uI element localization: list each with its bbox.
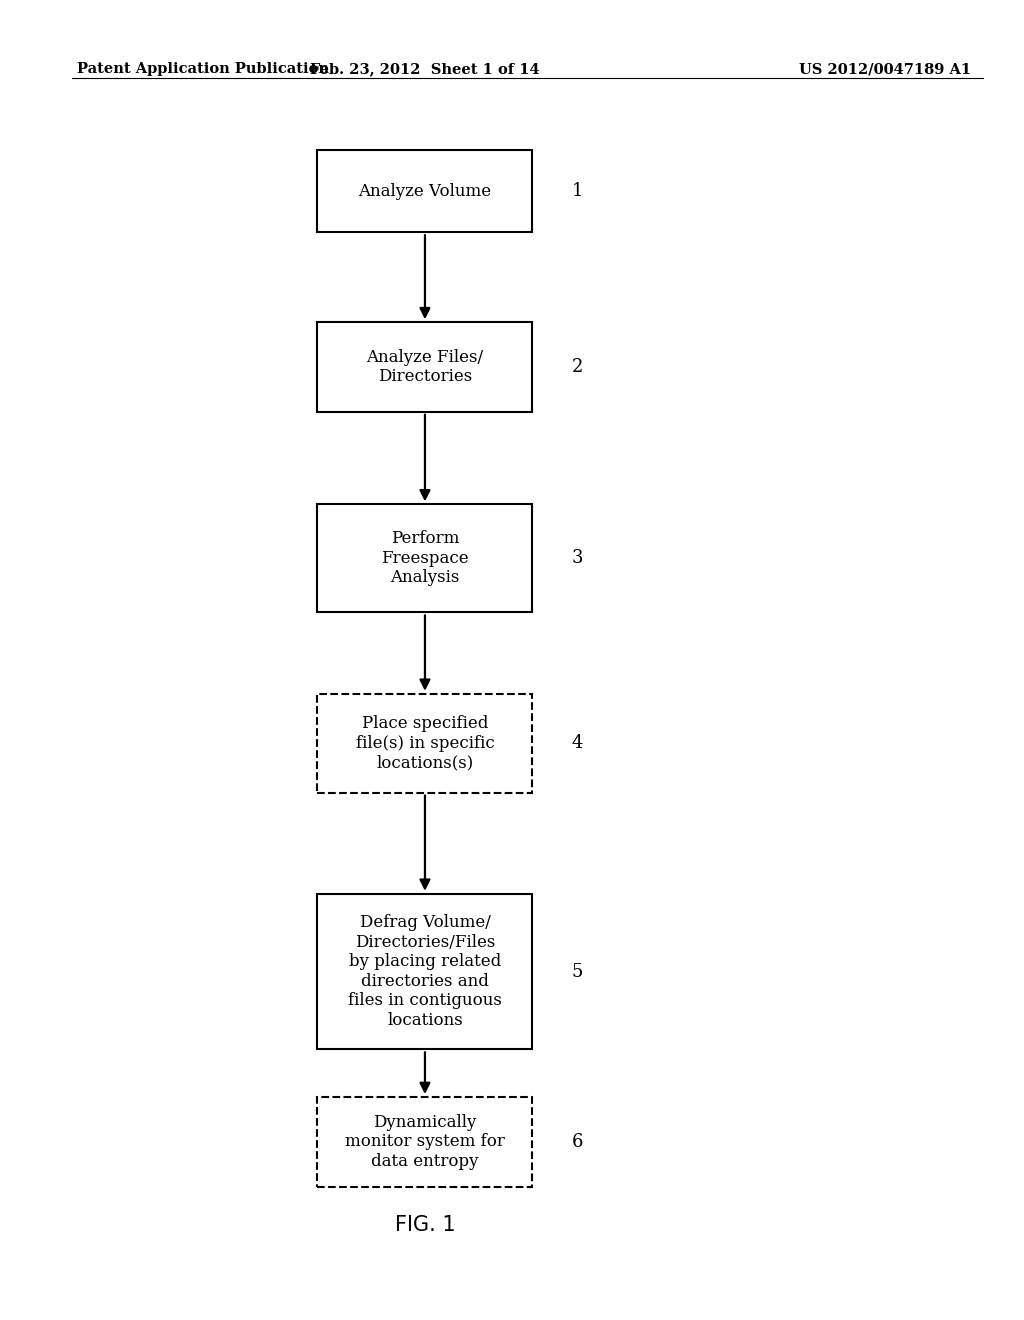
Text: Feb. 23, 2012  Sheet 1 of 14: Feb. 23, 2012 Sheet 1 of 14 (310, 62, 540, 77)
Text: Defrag Volume/
Directories/Files
by placing related
directories and
files in con: Defrag Volume/ Directories/Files by plac… (348, 913, 502, 1030)
Bar (317, 322, 532, 412)
Text: 2: 2 (571, 358, 583, 376)
Text: 1: 1 (571, 182, 583, 201)
Text: Analyze Files/
Directories: Analyze Files/ Directories (367, 348, 483, 385)
Bar (317, 1097, 532, 1187)
Text: Perform
Freespace
Analysis: Perform Freespace Analysis (381, 531, 469, 586)
Text: Analyze Volume: Analyze Volume (358, 183, 492, 199)
Text: Patent Application Publication: Patent Application Publication (77, 62, 329, 77)
Bar (317, 894, 532, 1049)
Bar (317, 150, 532, 232)
Text: Dynamically
monitor system for
data entropy: Dynamically monitor system for data entr… (345, 1114, 505, 1170)
Bar (317, 694, 532, 792)
Text: Place specified
file(s) in specific
locations(s): Place specified file(s) in specific loca… (355, 715, 495, 771)
Text: FIG. 1: FIG. 1 (394, 1214, 456, 1236)
Text: 6: 6 (571, 1133, 583, 1151)
Text: 4: 4 (571, 734, 583, 752)
Bar (317, 504, 532, 612)
Text: 5: 5 (571, 962, 583, 981)
Text: US 2012/0047189 A1: US 2012/0047189 A1 (799, 62, 971, 77)
Text: 3: 3 (571, 549, 583, 568)
